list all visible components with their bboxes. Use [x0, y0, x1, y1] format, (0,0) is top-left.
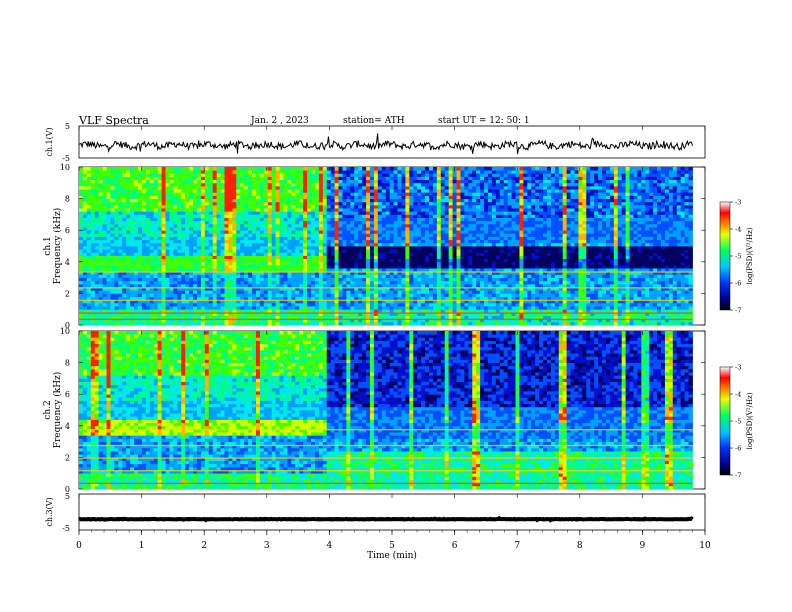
colorbar-tick-label: -5: [735, 418, 741, 426]
xtick-label: 6: [452, 541, 458, 551]
ytick-label: 8: [65, 359, 70, 368]
ch3-voltage-panel: 5 -5 ch.3(V): [45, 492, 706, 533]
colorbar-tick-label: -3: [735, 199, 741, 207]
ch2-spectrogram-image: [79, 331, 693, 490]
ch1-spectrogram-ylabel: ch.1: [43, 236, 53, 255]
ytick-label: 10: [60, 163, 70, 172]
ch1-colorbar-ticks: -3 -4 -5 -6 -7: [730, 199, 741, 315]
colorbar-tick-label: -6: [735, 445, 741, 453]
ytick-label: 6: [65, 226, 70, 235]
ch3-voltage-trace: [78, 515, 694, 523]
xtick-label: 0: [76, 541, 82, 551]
x-axis: 0 1 2 3 4 5 6 7 8 9 10: [76, 126, 711, 551]
ch1-ytick-top: 5: [65, 122, 70, 131]
ch1-colorbar: -3 -4 -5 -6 -7 log(PSD)(V²/Hz): [719, 199, 754, 315]
ch2-colorbar-label: log(PSD)(V²/Hz): [746, 392, 754, 449]
ch3-ytick-bottom: -5: [62, 524, 70, 533]
colorbar-tick-label: -7: [735, 472, 741, 480]
ch2-colorbar-gradient: [719, 366, 731, 476]
ytick-label: 0: [65, 485, 70, 494]
xtick-label: 4: [327, 541, 333, 551]
ch1-colorbar-gradient: [719, 201, 731, 311]
ch1-spectrogram-yticks: 0 2 4 6 8 10: [60, 163, 705, 330]
colorbar-tick-label: -7: [735, 307, 741, 315]
xtick-label: 2: [201, 541, 207, 551]
ch2-spectrogram-panel: 0 2 4 6 8 10 ch.2 Frequency (kHz): [43, 327, 706, 494]
ch2-spectrogram-ylabel: ch.2: [43, 400, 53, 419]
ytick-label: 4: [65, 258, 70, 267]
date-label: Jan. 2 , 2023: [250, 116, 309, 126]
xtick-label: 9: [640, 541, 646, 551]
start-ut-label: start UT = 12: 50: 1: [438, 116, 530, 126]
ytick-label: 4: [65, 422, 70, 431]
xtick-label: 10: [699, 541, 711, 551]
ch1-colorbar-label: log(PSD)(V²/Hz): [746, 227, 754, 284]
ch1-voltage-panel: 5 -5 ch.1(V): [45, 122, 706, 163]
ch1-spectrogram-panel: 0 2 4 6 8 10 ch.1 Frequency (kHz): [43, 163, 706, 330]
ytick-label: 2: [65, 289, 70, 298]
x-axis-label: Time (min): [367, 550, 417, 561]
ch1-spectrogram-ylabel-freq: Frequency (kHz): [52, 208, 63, 285]
station-label: station= ATH: [343, 116, 405, 126]
ytick-label: 0: [65, 321, 70, 330]
xtick-label: 5: [389, 541, 395, 551]
ch1-voltage-trace: [78, 133, 693, 155]
colorbar-tick-label: -3: [735, 364, 741, 372]
ch1-spectrogram-image: [79, 167, 693, 326]
ch2-spectrogram-ylabel-freq: Frequency (kHz): [52, 372, 63, 449]
ch3-ytick-top: 5: [65, 492, 70, 501]
colorbar-tick-label: -4: [735, 391, 741, 399]
colorbar-tick-label: -5: [735, 253, 741, 261]
ytick-label: 10: [60, 327, 70, 336]
ytick-label: 8: [65, 195, 70, 204]
figure-title: VLF Spectra: [78, 114, 149, 127]
colorbar-tick-label: -6: [735, 280, 741, 288]
xtick-label: 7: [514, 541, 520, 551]
ch2-colorbar-ticks: -3 -4 -5 -6 -7: [730, 364, 741, 480]
xtick-label: 3: [264, 541, 270, 551]
xtick-label: 1: [139, 541, 145, 551]
ch1-voltage-ylabel: ch.1(V): [45, 127, 54, 156]
ch3-voltage-ylabel: ch.3(V): [45, 497, 54, 526]
ch2-spectrogram-yticks: 0 2 4 6 8 10: [60, 327, 705, 494]
ch1-ytick-bottom: -5: [62, 154, 70, 163]
ytick-label: 6: [65, 390, 70, 399]
ch2-colorbar: -3 -4 -5 -6 -7 log(PSD)(V²/Hz): [719, 364, 754, 480]
ytick-label: 2: [65, 453, 70, 462]
xtick-label: 8: [577, 541, 583, 551]
colorbar-tick-label: -4: [735, 226, 741, 234]
